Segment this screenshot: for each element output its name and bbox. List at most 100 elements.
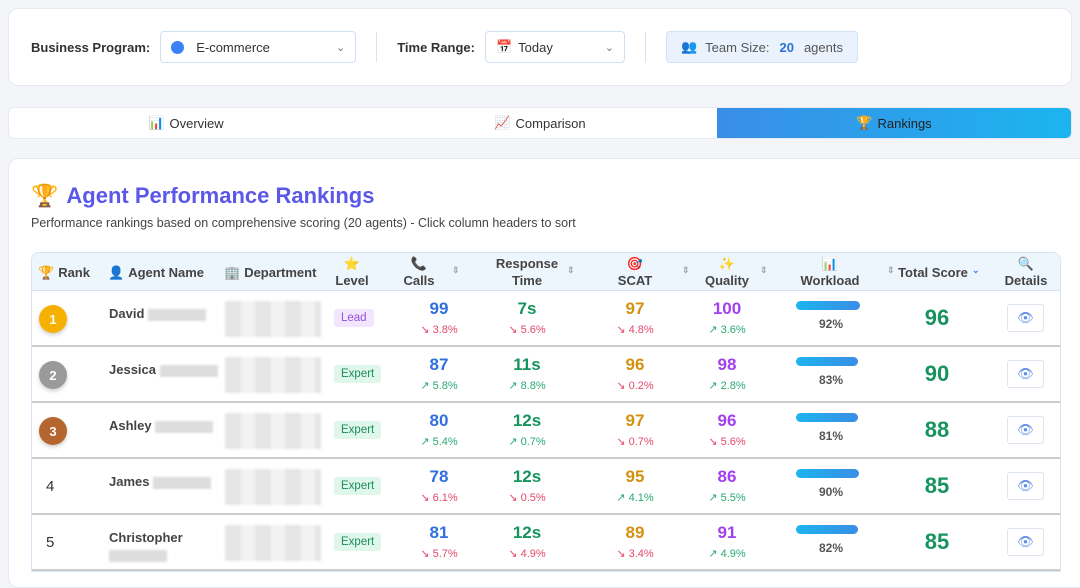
metric-value: 80: [429, 411, 449, 430]
metric-calls: 87 ↗ 5.8%: [394, 355, 484, 392]
metric-delta: ↘ 0.5%: [482, 491, 572, 504]
workload-bar: [796, 469, 859, 478]
chevron-down-icon: ⌄: [604, 41, 614, 54]
header-total-score[interactable]: Total Score: [898, 253, 968, 291]
agent-name: Jessica: [109, 361, 219, 378]
agent-name: James: [109, 473, 219, 490]
tab-overview[interactable]: 📊 Overview: [9, 108, 363, 138]
view-details-button[interactable]: 👁: [1007, 416, 1044, 444]
metric-delta: ↘ 5.6%: [482, 323, 572, 336]
delta-value: 4.9%: [520, 548, 546, 560]
delta-value: 0.7%: [628, 436, 654, 448]
view-details-button[interactable]: 👁: [1007, 360, 1044, 388]
program-dot-icon: [171, 40, 185, 54]
program-select[interactable]: E-commerce ⌄: [160, 31, 357, 63]
header-name: 👤 Agent Name: [108, 253, 204, 291]
table-row: 1 David Lead 99 ↘ 3.8% 7s ↘ 5.6% 97 ↘ 4.8% 100 ↗ …: [32, 291, 1060, 347]
total-score: 96: [924, 305, 950, 330]
metric-delta: ↗ 2.8%: [682, 379, 772, 392]
sort-icon[interactable]: ⇕: [760, 265, 768, 275]
level-badge: Lead: [334, 309, 374, 327]
eye-icon: 👁: [1017, 310, 1034, 325]
workload-value: 81%: [818, 429, 844, 443]
header-workload[interactable]: 📊 Workload: [790, 253, 870, 291]
header-scat[interactable]: 🎯 SCAT: [610, 253, 660, 291]
metric-delta: ↘ 0.7%: [590, 435, 680, 448]
sparkle-icon: ✨: [718, 256, 736, 271]
metric-qual: 98 ↗ 2.8%: [682, 355, 772, 392]
view-details-button[interactable]: 👁: [1007, 304, 1044, 332]
trend-up-icon: ↗: [508, 436, 518, 448]
metric-value: 97: [625, 411, 645, 430]
delta-value: 5.6%: [520, 324, 546, 336]
program-label: Business Program:: [31, 39, 151, 55]
trend-down-icon: ↘: [508, 492, 518, 504]
trend-up-icon: ↗: [708, 324, 718, 336]
metric-value: 100: [712, 299, 742, 318]
tab-label: Comparison: [515, 115, 586, 131]
magnifier-icon: 🔍: [1017, 256, 1035, 271]
view-details-button[interactable]: 👁: [1007, 528, 1044, 556]
phone-icon: 📞: [410, 256, 428, 271]
header-label: Details: [1004, 273, 1048, 288]
view-tabs: 📊 Overview 📈 Comparison 🏆 Rankings: [8, 107, 1072, 139]
trend-down-icon: ↘: [708, 436, 718, 448]
metric-qual: 86 ↗ 5.5%: [682, 467, 772, 504]
divider: [644, 32, 646, 62]
star-icon: ⭐: [343, 256, 361, 271]
agent-first-name: David: [109, 306, 145, 321]
sort-icon[interactable]: ⇕: [682, 265, 690, 275]
workload-bar: [796, 525, 858, 534]
sort-icon[interactable]: ⇕: [887, 265, 895, 275]
time-value: Today: [518, 39, 553, 55]
trend-up-icon: ↗: [708, 492, 718, 504]
header-label: Response Time: [495, 256, 559, 288]
sort-icon[interactable]: ⇕: [452, 265, 460, 275]
workload-bar: [796, 357, 858, 366]
header-quality[interactable]: ✨ Quality: [692, 253, 762, 291]
metric-delta: ↗ 5.5%: [682, 491, 772, 504]
header-department: 🏢 Department: [224, 253, 316, 291]
delta-value: 0.7%: [520, 436, 546, 448]
delta-value: 3.8%: [432, 324, 458, 336]
filter-bar: Business Program: E-commerce ⌄ Time Rang…: [8, 8, 1072, 86]
workload: 82%: [796, 525, 866, 555]
header-response-time[interactable]: Response Time: [482, 253, 572, 291]
delta-value: 5.4%: [432, 436, 458, 448]
metric-value: 89: [625, 523, 645, 542]
workload-value: 82%: [818, 541, 844, 555]
trend-up-icon: ↗: [420, 380, 430, 392]
workload-bar: [796, 413, 858, 422]
header-label: Calls: [403, 273, 435, 288]
delta-value: 4.8%: [628, 324, 654, 336]
metric-value: 11s: [513, 355, 541, 374]
sort-icon[interactable]: ⇕: [567, 265, 575, 275]
sort-desc-icon[interactable]: ⌄: [972, 265, 980, 275]
metric-delta: ↘ 4.9%: [482, 547, 572, 560]
time-range-select[interactable]: 📅 Today ⌄: [484, 31, 625, 63]
view-details-button[interactable]: 👁: [1007, 472, 1044, 500]
trend-down-icon: ↘: [616, 548, 626, 560]
delta-value: 4.9%: [720, 548, 746, 560]
total-score: 85: [924, 529, 950, 554]
tab-label: Rankings: [877, 115, 932, 131]
level-badge: Expert: [334, 533, 382, 551]
metric-scat: 95 ↗ 4.1%: [590, 467, 680, 504]
redacted-surname: [159, 364, 218, 377]
chevron-down-icon: ⌄: [335, 41, 346, 54]
delta-value: 5.7%: [432, 548, 458, 560]
table-body: 1 David Lead 99 ↘ 3.8% 7s ↘ 5.6% 97 ↘ 4.8% 100 ↗ …: [32, 291, 1060, 571]
trend-down-icon: ↘: [420, 548, 430, 560]
trophy-icon: 🏆: [31, 183, 59, 208]
tab-comparison[interactable]: 📈 Comparison: [363, 108, 717, 138]
metric-qual: 96 ↘ 5.6%: [682, 411, 772, 448]
workload-value: 83%: [818, 373, 844, 387]
header-calls[interactable]: 📞 Calls: [394, 253, 444, 291]
total-score: 90: [924, 361, 950, 386]
team-unit: agents: [803, 39, 843, 55]
tab-rankings[interactable]: 🏆 Rankings: [717, 108, 1071, 138]
trend-down-icon: ↘: [420, 492, 430, 504]
metric-value: 78: [429, 467, 449, 486]
trend-down-icon: ↘: [616, 324, 626, 336]
subtitle: Performance rankings based on comprehens…: [31, 216, 576, 230]
